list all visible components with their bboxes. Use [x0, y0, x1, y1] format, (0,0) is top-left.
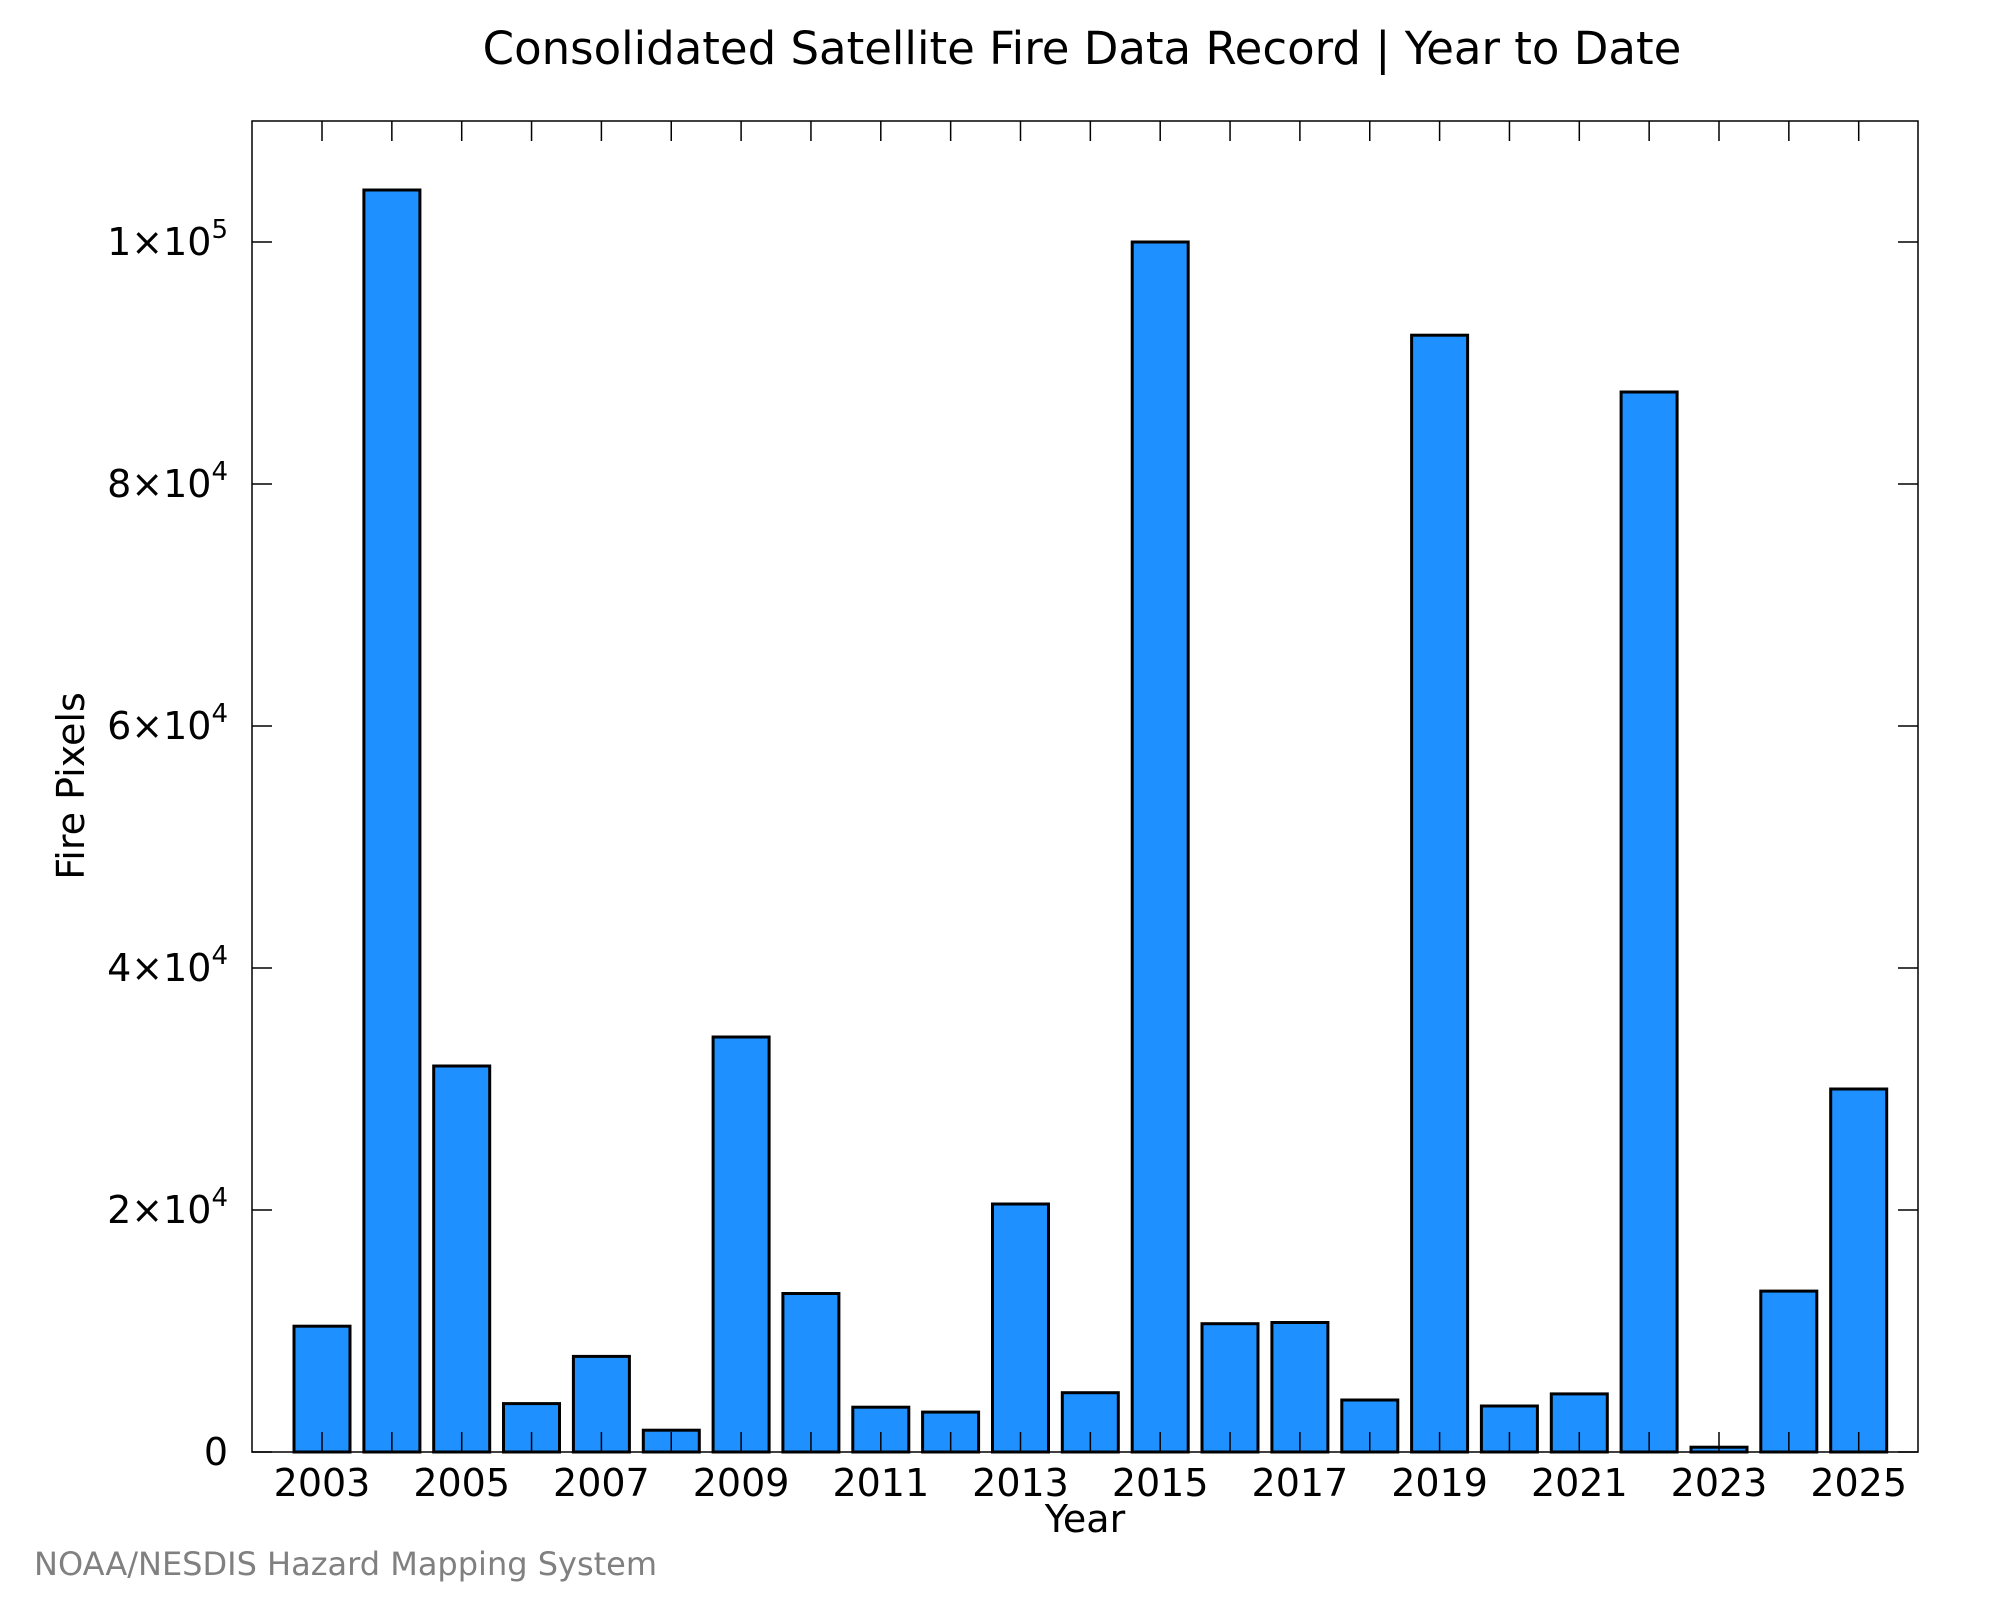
x-tick-label: 2021 — [1531, 1461, 1628, 1505]
y-tick-label: 6×104 — [107, 699, 228, 748]
y-tick-label: 8×104 — [107, 457, 228, 506]
bar-2017 — [1270, 1321, 1330, 1454]
x-axis-label: Year — [1044, 1497, 1126, 1541]
x-tick-label: 2003 — [274, 1461, 371, 1505]
y-tick-label: 2×104 — [107, 1183, 228, 1232]
x-axis: 2003 2005 2007 2009 2011 2013 2015 2017 2019 2021… — [274, 121, 1907, 1505]
x-tick-label: 2017 — [1252, 1461, 1349, 1505]
bar-2024 — [1759, 1289, 1819, 1454]
y-tick-label: 4×104 — [107, 941, 228, 990]
footer-credit: NOAA/NESDIS Hazard Mapping System — [34, 1545, 657, 1583]
bar-2019 — [1410, 333, 1470, 1454]
bar-2013 — [991, 1202, 1050, 1454]
x-tick-label: 2019 — [1391, 1461, 1488, 1505]
x-tick-label: 2009 — [693, 1461, 790, 1505]
bar-2009 — [711, 1035, 771, 1454]
x-tick-label: 2023 — [1671, 1461, 1768, 1505]
bars-group — [292, 188, 1889, 1454]
x-tick-label: 2013 — [972, 1461, 1069, 1505]
bar-2016 — [1200, 1322, 1260, 1454]
plot-frame — [251, 120, 1919, 1453]
bar-2015 — [1130, 240, 1190, 1454]
x-tick-label: 2005 — [413, 1461, 510, 1505]
chart-title: Consolidated Satellite Fire Data Record … — [483, 22, 1682, 75]
y-axis-label: Fire Pixels — [49, 692, 93, 880]
x-tick-label: 2007 — [553, 1461, 650, 1505]
x-tick-label: 2011 — [832, 1461, 929, 1505]
x-tick-label: 2025 — [1810, 1461, 1907, 1505]
bar-2025 — [1829, 1087, 1889, 1454]
y-tick-label: 0 — [204, 1430, 228, 1474]
x-tick-label: 2015 — [1112, 1461, 1209, 1505]
bar-2022 — [1619, 390, 1679, 1454]
y-tick-label: 1×105 — [107, 215, 228, 264]
bar-2010 — [781, 1292, 841, 1454]
y-axis: 0 2×104 4×104 6×104 8×104 1×105 — [107, 215, 1918, 1474]
bar-2004 — [362, 188, 422, 1454]
bar-2005 — [432, 1064, 492, 1454]
